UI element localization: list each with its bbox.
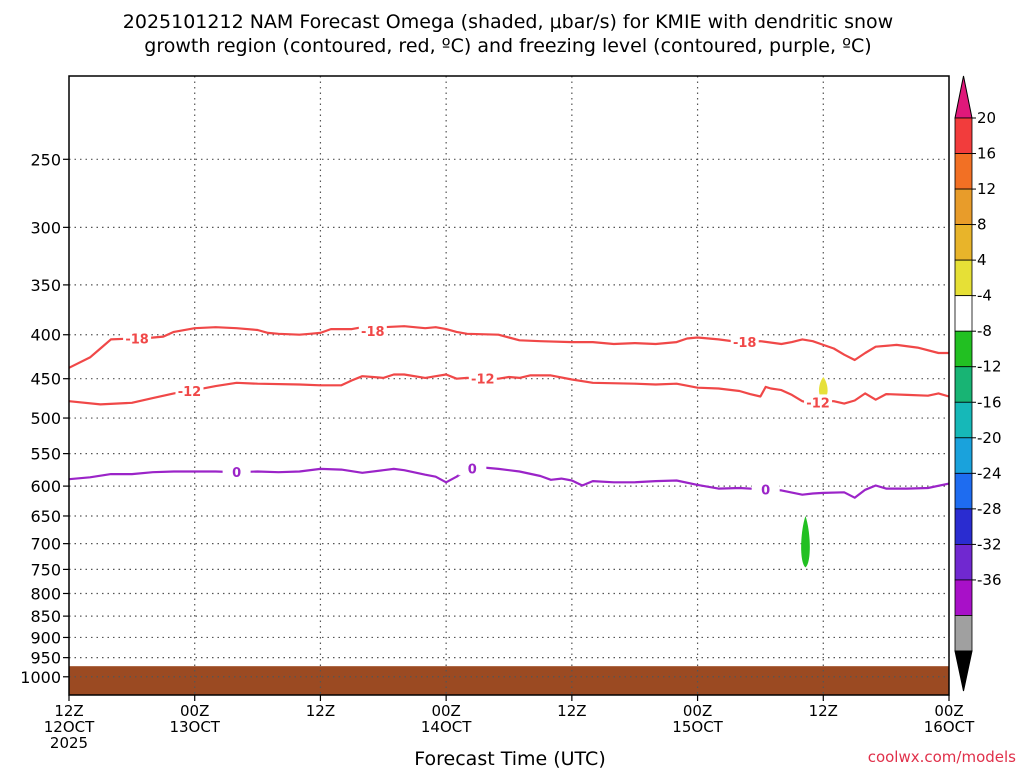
colorbar-band: [954, 224, 973, 261]
colorbar-band: [954, 579, 973, 616]
x-tick-label: 12Z: [306, 702, 335, 720]
contour-label-bg: [123, 330, 152, 346]
y-tick-label: 800: [30, 584, 61, 603]
contour-label-bg: [751, 481, 780, 497]
colorbar-band: [954, 188, 973, 225]
colorbar-tick-label: 12: [977, 180, 996, 198]
y-tick-label: 900: [30, 628, 61, 647]
omega-shading-blob: [818, 377, 828, 399]
colorbar-tick-label: -16: [977, 393, 1002, 411]
colorbar-band: [954, 153, 973, 190]
contour-label-bg: [358, 322, 387, 338]
colorbar-tick-label: 8: [977, 216, 987, 234]
contour-label--12: -12: [471, 373, 495, 388]
colorbar-band: [954, 508, 973, 545]
contour-label-bg: [804, 394, 833, 410]
y-tick-label: 600: [30, 477, 61, 496]
y-tick-label: 750: [30, 560, 61, 579]
contour-label--12: -12: [178, 385, 202, 400]
y-tick-label: 550: [30, 445, 61, 464]
y-tick-label: 700: [30, 535, 61, 554]
x-tick-label: 00Z: [683, 702, 712, 720]
colorbar-band: [954, 615, 973, 652]
colorbar-tick-label: -20: [977, 429, 1002, 447]
x-tick-label: 15OCT: [672, 718, 723, 736]
credit-text: coolwx.com/models: [868, 748, 1016, 766]
chart-title-line-1: 2025101212 NAM Forecast Omega (shaded, μ…: [123, 11, 893, 33]
colorbar-tick-label: -36: [977, 571, 1002, 589]
y-tick-label: 850: [30, 607, 61, 626]
x-tick-label: 00Z: [934, 702, 963, 720]
contour-label--12: -12: [806, 396, 830, 411]
x-tick-label: 13OCT: [169, 718, 220, 736]
chart-title-line-2: growth region (contoured, red, ºC) and f…: [144, 35, 871, 57]
colorbar-band: [954, 437, 973, 474]
y-tick-label: 250: [30, 150, 61, 169]
colorbar-tick-label: 20: [977, 109, 996, 127]
contour-label-0: 0: [468, 462, 477, 477]
colorbar: 20 16 12 8 4 -4 -8 -12 -16 -20 -24 -28 -32 -36: [954, 75, 1002, 692]
colorbar-tick-label: -28: [977, 500, 1002, 518]
contour-label-bg: [222, 464, 251, 480]
contour-line--18: [68, 325, 949, 369]
y-tick-label: 950: [30, 649, 61, 668]
contour-label--18: -18: [733, 336, 757, 351]
y-tick-label: 400: [30, 326, 61, 345]
x-tick-label: 12Z: [557, 702, 586, 720]
y-tick-label: 500: [30, 409, 61, 428]
colorbar-band: [954, 295, 973, 332]
contour-label--18: -18: [125, 332, 149, 347]
colorbar-tick-label: -8: [977, 322, 992, 340]
x-tick-label: 12Z: [54, 702, 83, 720]
x-tick-label: 12Z: [809, 702, 838, 720]
omega-shading-blob: [801, 515, 810, 568]
contour-label-bg: [458, 460, 487, 476]
y-tick-label: 450: [30, 370, 61, 389]
colorbar-tick-label: 4: [977, 251, 987, 269]
contour-label-0: 0: [232, 466, 241, 481]
contour-label-bg: [730, 333, 759, 349]
contour-line--12: [68, 373, 950, 406]
y-tick-label: 1000: [20, 668, 61, 687]
colorbar-band: [954, 259, 973, 297]
colorbar-band: [954, 366, 973, 403]
contour-label--18: -18: [361, 325, 385, 340]
x-tick-label: 16OCT: [924, 718, 975, 736]
colorbar-band: [954, 330, 973, 368]
colorbar-tick-label: -32: [977, 535, 1002, 553]
contour-label-0: 0: [761, 484, 770, 499]
colorbar-band: [954, 117, 973, 154]
contour-label-bg: [175, 382, 204, 398]
colorbar-bottom-arrow: [954, 650, 973, 692]
colorbar-tick-label: 16: [977, 145, 996, 163]
plot-frame: [68, 75, 950, 696]
x-tick-label: 2025: [50, 734, 88, 752]
y-tick-label: 350: [30, 276, 61, 295]
x-tick-label: 12OCT: [44, 718, 95, 736]
x-tick-label: 14OCT: [421, 718, 472, 736]
colorbar-band: [954, 472, 973, 510]
colorbar-top-arrow: [954, 75, 973, 119]
x-tick-label: 00Z: [431, 702, 460, 720]
colorbar-tick-label: -24: [977, 464, 1002, 482]
plot-area: -18 -18 -18 -12 -12 -12 0 0 0 250 300 350 400 450 500 5…: [20, 75, 975, 752]
x-axis-label: Forecast Time (UTC): [414, 748, 605, 768]
y-tick-label: 300: [30, 218, 61, 237]
contour-label-bg: [468, 370, 497, 386]
terrain-fill: [69, 666, 949, 695]
colorbar-band: [954, 401, 973, 439]
colorbar-tick-label: -12: [977, 358, 1002, 376]
colorbar-band: [954, 544, 973, 581]
y-tick-label: 650: [30, 507, 61, 526]
colorbar-tick-label: -4: [977, 287, 992, 305]
x-tick-label: 00Z: [180, 702, 209, 720]
